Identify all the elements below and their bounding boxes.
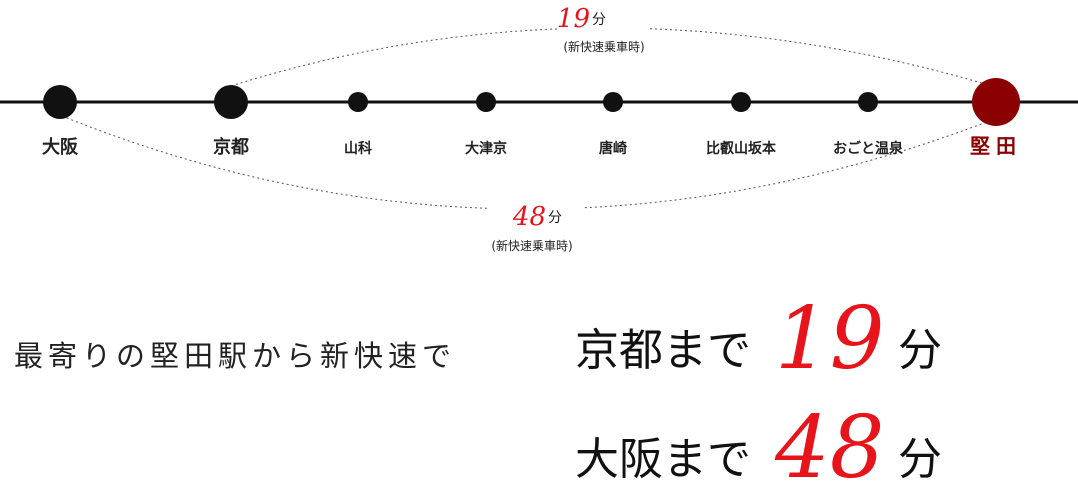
station-dot	[972, 78, 1020, 126]
osaka-big-unit: 分	[898, 434, 942, 485]
osaka-unit: 分	[548, 210, 562, 226]
station-dot	[43, 85, 77, 119]
station-dot	[348, 92, 368, 112]
station-dot	[476, 92, 496, 112]
label-bg	[488, 198, 584, 230]
station-name: おごと温泉	[833, 140, 904, 157]
arc-osaka	[61, 115, 993, 210]
osaka-big-minutes: 48	[774, 398, 884, 492]
station-dot	[214, 85, 248, 119]
station-name: 比叡山坂本	[706, 140, 777, 157]
station-name: 大阪	[42, 136, 79, 158]
station-dot	[858, 92, 878, 112]
label-bg	[560, 0, 648, 30]
kyoto-text: 京都まで	[575, 325, 751, 376]
kyoto-big-minutes: 19	[775, 289, 884, 389]
station-name: 山科	[344, 140, 372, 157]
osaka-text: 大阪まで	[575, 434, 751, 485]
station-dot	[731, 92, 751, 112]
station-name: 堅田	[970, 134, 1022, 158]
kyoto-big-unit: 分	[898, 325, 942, 376]
station-name: 大津京	[465, 140, 507, 157]
arc-kyoto	[230, 27, 993, 87]
station-dot	[603, 92, 623, 112]
kyoto-minutes: 19	[557, 4, 590, 34]
kyoto-unit: 分	[592, 12, 606, 28]
osaka-minutes: 48	[512, 202, 546, 232]
station-name: 唐崎	[599, 140, 627, 157]
lead-text: 最寄りの堅田駅から新快速で	[14, 339, 456, 373]
station-name: 京都	[213, 136, 249, 158]
osaka-note: (新快速乗車時)	[491, 238, 572, 253]
kyoto-note: (新快速乗車時)	[563, 39, 644, 54]
